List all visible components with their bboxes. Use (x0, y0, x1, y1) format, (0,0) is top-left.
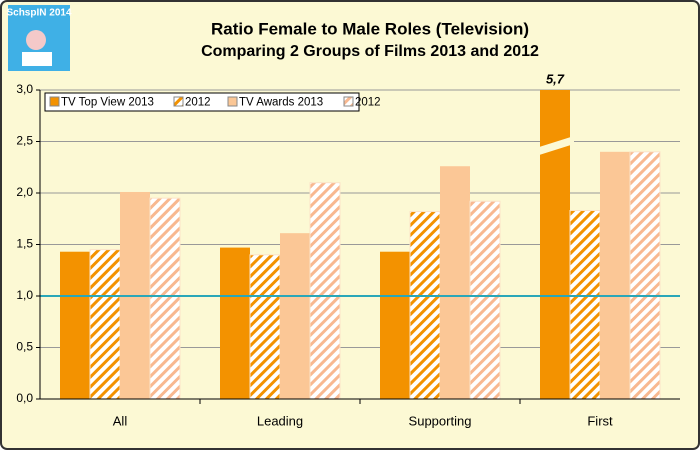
logo-text: SchspIN 2014 (6, 8, 71, 19)
y-tick-label: 3,0 (16, 82, 33, 96)
legend-swatch (343, 96, 354, 107)
legend-swatch (49, 96, 60, 107)
axis-break (536, 136, 574, 156)
legend-box (44, 92, 360, 112)
bar (469, 200, 501, 399)
y-tick-label: 0,0 (16, 391, 33, 405)
legend-label: 2012 (355, 97, 381, 109)
bar (600, 151, 630, 399)
logo-paper (22, 52, 52, 66)
bar (249, 254, 281, 399)
bar (280, 233, 310, 399)
bar (309, 182, 341, 399)
y-tick-label: 0,5 (16, 340, 33, 354)
bar (380, 251, 410, 399)
bar (89, 249, 121, 399)
legend-swatch (227, 96, 238, 107)
legend-label: 2012 (185, 97, 211, 109)
logo-face (26, 30, 46, 50)
bar (220, 247, 250, 399)
x-tick-label: Supporting (409, 413, 472, 428)
legend-swatch (173, 96, 184, 107)
y-tick-label: 1,0 (16, 288, 33, 302)
logo: SchspIN 2014 (6, 5, 72, 71)
x-tick-label: All (113, 413, 128, 428)
bar (440, 166, 470, 399)
bar (149, 197, 181, 399)
chart-title: Ratio Female to Male Roles (Television) (211, 19, 529, 38)
y-tick-label: 2,0 (16, 185, 33, 199)
legend: TV Top View 2013 2012 TV Awards 2013 2012 (44, 92, 381, 112)
x-tick-label: First (587, 413, 613, 428)
bar (60, 251, 90, 399)
y-tick-label: 1,5 (16, 237, 33, 251)
bar (629, 151, 661, 399)
value-label: 5,7 (546, 71, 565, 86)
y-tick-label: 2,5 (16, 134, 33, 148)
legend-label: TV Top View 2013 (61, 97, 154, 109)
legend-label: TV Awards 2013 (239, 97, 323, 109)
bar (409, 211, 441, 399)
chart-subtitle: Comparing 2 Groups of Films 2013 and 201… (201, 43, 539, 60)
x-tick-label: Leading (257, 413, 303, 428)
bar (569, 210, 601, 399)
